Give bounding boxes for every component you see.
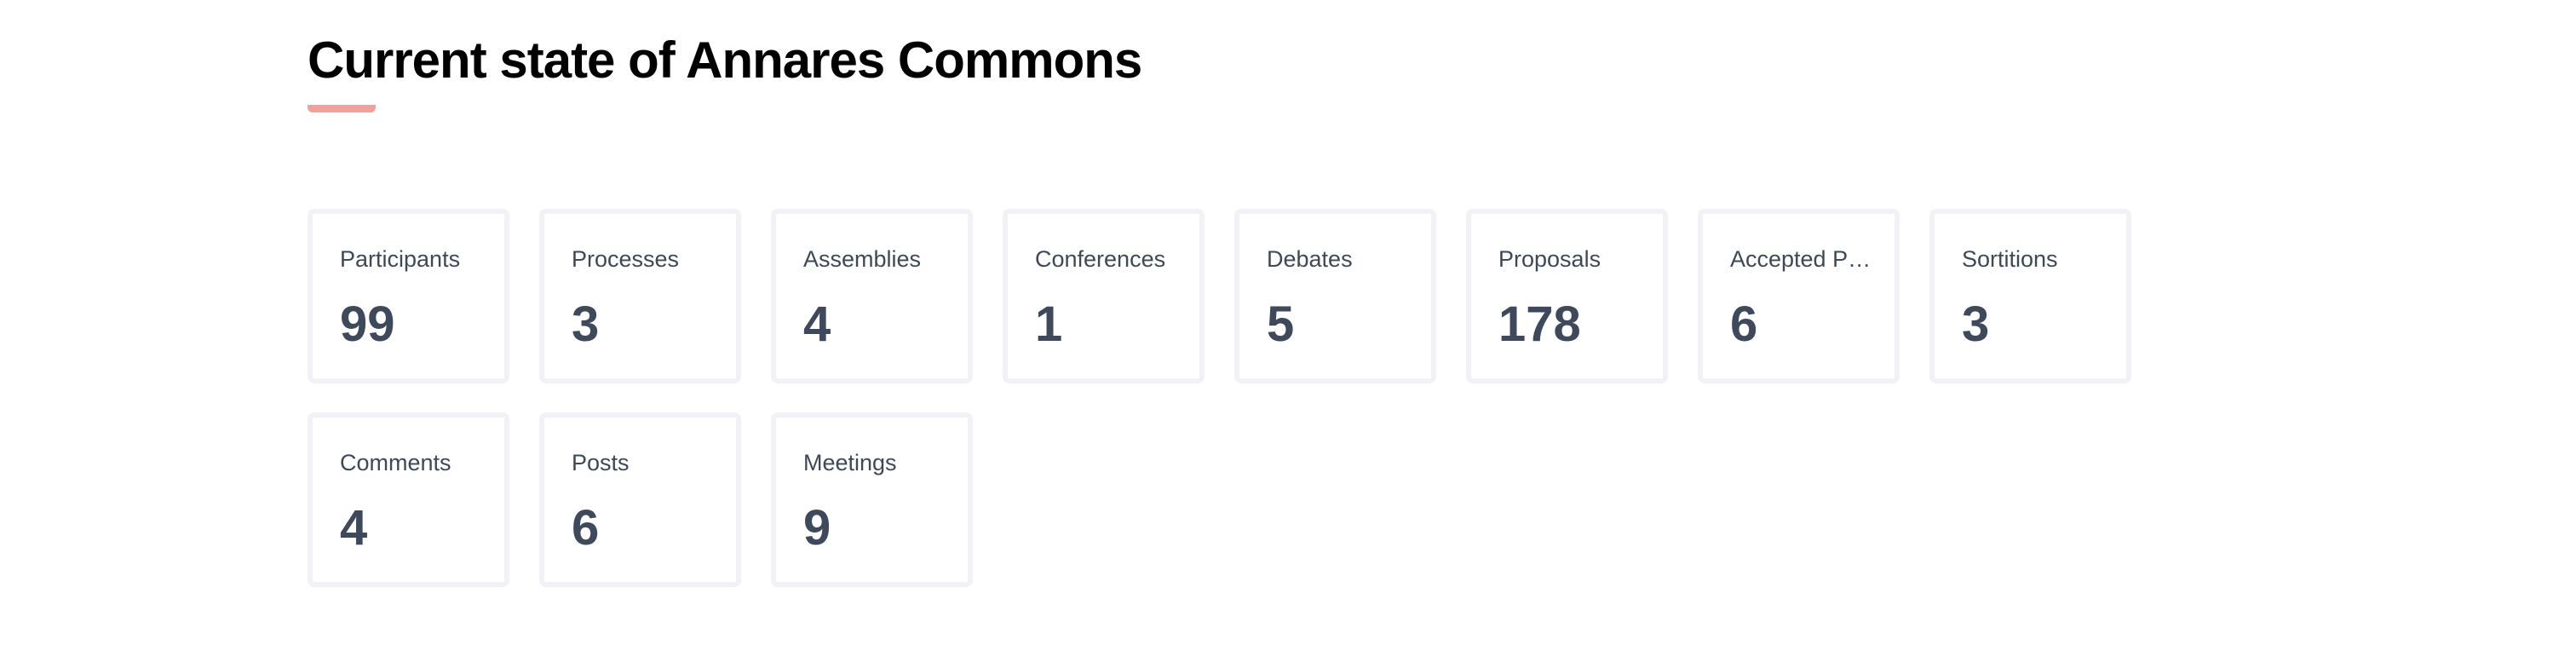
stat-value: 6 (1730, 297, 1758, 352)
stat-label: Assemblies (803, 246, 922, 272)
stat-value: 6 (572, 500, 600, 556)
stat-label: Proposals (1498, 246, 1601, 272)
stat-card-debates: Debates 5 (1234, 209, 1436, 383)
page-title: Current state of Annares Commons (308, 32, 1142, 89)
stat-label: Debates (1267, 246, 1353, 272)
stat-card-assemblies: Assemblies 4 (771, 209, 973, 383)
stat-label: Accepted P… (1730, 246, 1872, 272)
stat-card-participants: Participants 99 (308, 209, 509, 383)
stat-label: Meetings (803, 450, 897, 475)
stat-value: 9 (803, 500, 831, 556)
stat-card-processes: Processes 3 (539, 209, 741, 383)
title-underline (308, 105, 376, 112)
stat-value: 4 (803, 297, 831, 352)
stat-value: 3 (572, 297, 600, 352)
stat-label: Sortitions (1962, 246, 2058, 272)
stat-card-proposals: Proposals 178 (1466, 209, 1668, 383)
stat-label: Participants (340, 246, 461, 272)
stat-value: 3 (1962, 297, 1990, 352)
stat-value: 1 (1035, 297, 1063, 352)
stat-label: Conferences (1035, 246, 1166, 272)
stat-card-accepted-proposals: Accepted P… 6 (1698, 209, 1900, 383)
stat-value: 99 (340, 297, 395, 352)
stat-card-comments: Comments 4 (308, 412, 509, 587)
stat-card-conferences: Conferences 1 (1003, 209, 1205, 383)
stat-label: Posts (572, 450, 630, 475)
stat-label: Comments (340, 450, 451, 475)
stat-value: 4 (340, 500, 368, 556)
stat-value: 178 (1498, 297, 1581, 352)
stat-label: Processes (572, 246, 680, 272)
stat-card-posts: Posts 6 (539, 412, 741, 587)
stat-value: 5 (1267, 297, 1295, 352)
stats-grid: Participants 99 Processes 3 Assemblies 4 Co… (308, 209, 2131, 587)
stat-card-sortitions: Sortitions 3 (1929, 209, 2131, 383)
stat-card-meetings: Meetings 9 (771, 412, 973, 587)
